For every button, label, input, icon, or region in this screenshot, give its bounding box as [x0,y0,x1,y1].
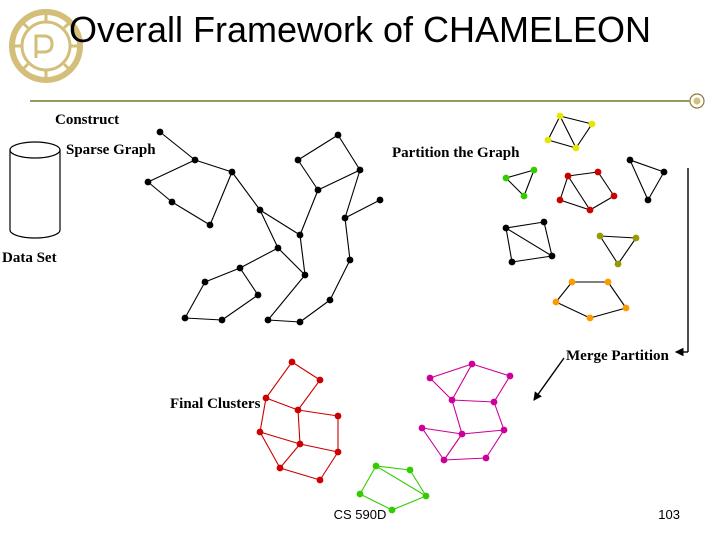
diagram-canvas [0,0,720,540]
label-final: Final Clusters [170,396,260,413]
slide-mini-logo [688,92,706,110]
label-merge: Merge Partition [566,348,669,365]
label-sparse-graph: Sparse Graph [66,142,156,159]
label-construct: Construct [55,112,119,129]
footer-page: 103 [658,507,680,522]
label-partition: Partition the Graph [392,145,520,162]
slide: Overall Framework of CHAMELEON Construct… [0,0,720,540]
slide-title: Overall Framework of CHAMELEON [0,10,720,50]
title-rule [30,100,690,102]
footer-course: CS 590D [0,507,720,522]
label-dataset: Data Set [2,250,57,267]
